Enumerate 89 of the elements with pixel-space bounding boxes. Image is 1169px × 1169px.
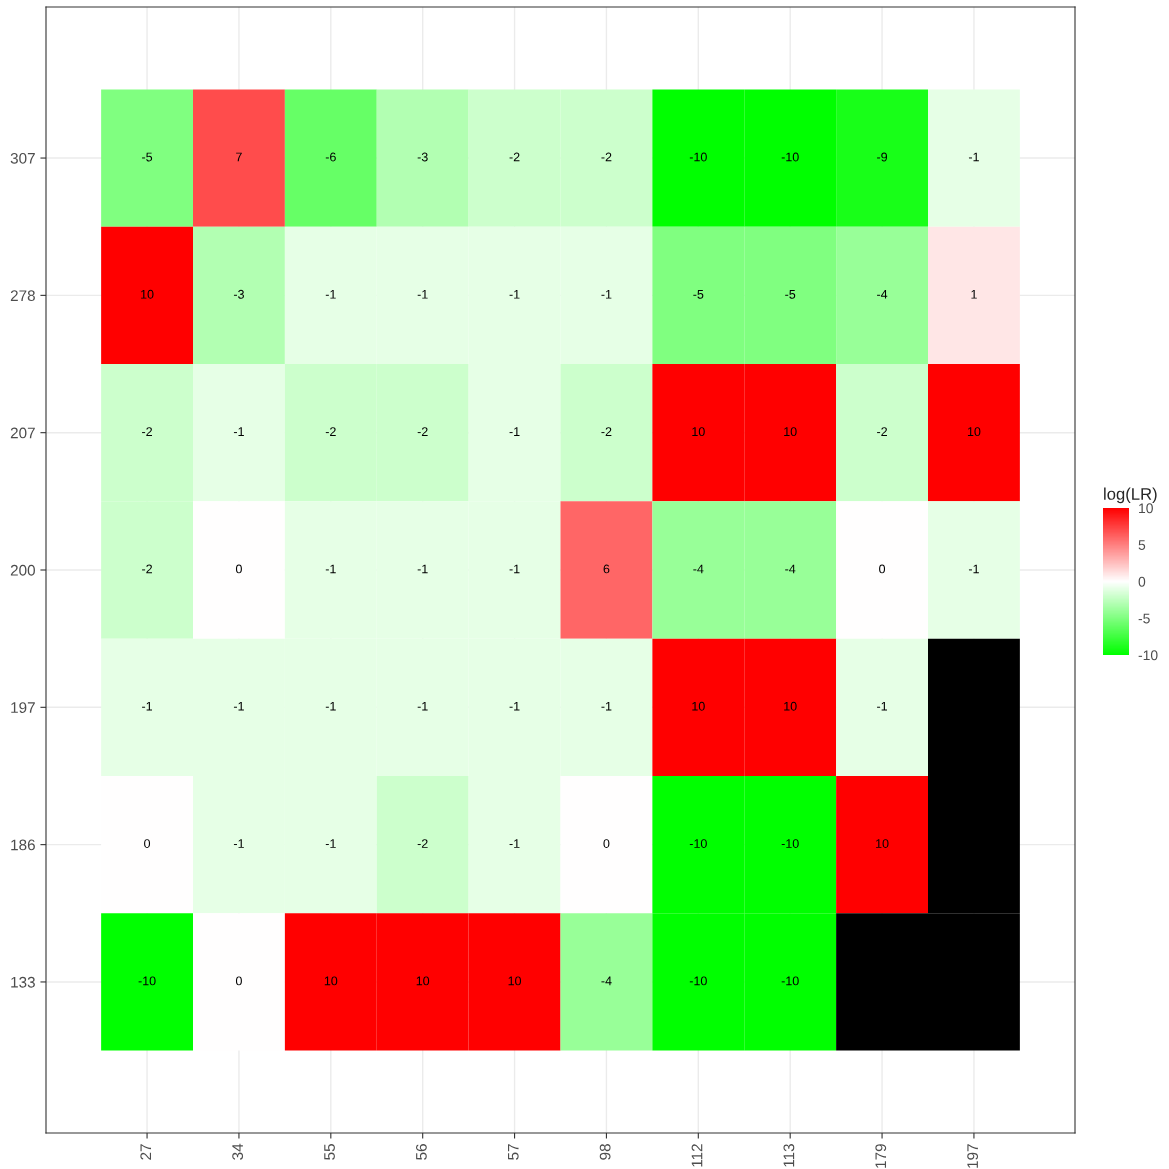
x-tick-label: 57 — [508, 1144, 519, 1160]
data-label: 0 — [144, 839, 151, 848]
data-label: -2 — [142, 427, 152, 436]
data-label: -5 — [142, 152, 153, 162]
y-tick-label: 278 — [10, 290, 35, 302]
y-tick-label: 197 — [11, 702, 35, 713]
data-label: -2 — [601, 152, 612, 162]
data-label: -10 — [689, 152, 707, 162]
data-label: 10 — [692, 701, 705, 711]
data-label: -10 — [781, 839, 799, 848]
data-label: -2 — [142, 564, 152, 574]
color-bar-title: log(LR) — [1104, 487, 1157, 504]
data-label: -1 — [601, 701, 612, 711]
data-label: -3 — [417, 152, 428, 162]
data-label: -1 — [325, 564, 336, 574]
data-label: -1 — [142, 701, 153, 711]
data-label: -1 — [968, 152, 979, 162]
color-bar-label: 0 — [1138, 576, 1146, 587]
data-label: -1 — [877, 701, 888, 711]
data-label: -10 — [689, 976, 707, 986]
data-label: -1 — [233, 839, 244, 848]
data-label: -1 — [601, 290, 612, 299]
data-label: -1 — [968, 564, 979, 574]
data-label: -3 — [233, 289, 244, 299]
data-label: 0 — [235, 564, 242, 574]
data-label: -1 — [325, 290, 336, 299]
data-label: 0 — [235, 976, 242, 986]
data-label: 7 — [236, 152, 242, 162]
data-label: 10 — [508, 976, 522, 986]
data-label: 10 — [324, 976, 338, 986]
data-label: -1 — [233, 701, 244, 711]
color-bar-label: -10 — [1138, 650, 1158, 661]
data-label: -10 — [689, 839, 707, 848]
data-label: -2 — [877, 427, 887, 436]
color-bar-label: -5 — [1138, 613, 1150, 624]
data-label: -10 — [781, 152, 799, 162]
data-label: 10 — [692, 427, 705, 437]
data-label: -1 — [233, 427, 244, 436]
data-label: -1 — [509, 564, 520, 574]
data-label: -1 — [509, 427, 520, 436]
data-label: -1 — [509, 701, 520, 711]
data-label: 10 — [141, 289, 154, 299]
y-tick-label: 207 — [10, 427, 35, 439]
data-label: 0 — [603, 839, 610, 848]
x-tick-label: 197 — [967, 1144, 979, 1168]
data-label: -1 — [509, 290, 520, 299]
data-label: -5 — [693, 290, 704, 299]
x-tick-label: 112 — [691, 1144, 703, 1167]
x-tick-label: 98 — [599, 1144, 611, 1160]
data-label: -4 — [601, 976, 612, 986]
data-label: -4 — [785, 564, 796, 574]
y-tick-label: 200 — [10, 564, 35, 576]
data-label: -5 — [785, 290, 796, 299]
data-label: -2 — [417, 427, 428, 436]
data-label: -2 — [509, 152, 520, 162]
color-bar-label: 10 — [1139, 503, 1153, 514]
x-tick-label: 27 — [140, 1144, 152, 1160]
data-label: -10 — [138, 976, 156, 986]
data-label: -10 — [781, 976, 799, 986]
data-label: 10 — [784, 701, 797, 711]
data-label: 6 — [603, 564, 610, 574]
color-bar-label: 5 — [1138, 540, 1146, 550]
data-label: -4 — [877, 290, 888, 299]
x-tick-label: 56 — [415, 1144, 427, 1160]
x-tick-label: 55 — [324, 1144, 335, 1160]
y-tick-label: 186 — [11, 839, 35, 851]
data-label: -6 — [325, 152, 336, 162]
data-label: -2 — [601, 427, 612, 436]
data-label: 10 — [876, 839, 889, 848]
data-label: -1 — [417, 701, 428, 711]
data-label: 1 — [971, 290, 977, 299]
data-label: 0 — [879, 564, 886, 574]
data-label: -1 — [417, 290, 428, 299]
x-tick-label: 179 — [875, 1144, 887, 1168]
data-label: 10 — [784, 427, 797, 437]
data-label: -9 — [877, 152, 888, 162]
data-label: -1 — [417, 564, 428, 574]
data-label: 10 — [416, 976, 430, 986]
data-label: -1 — [325, 839, 336, 848]
data-label: -2 — [417, 839, 428, 848]
x-tick-label: 113 — [783, 1144, 795, 1167]
data-label: -1 — [509, 839, 520, 848]
y-tick-label: 133 — [11, 976, 35, 988]
y-tick-label: 307 — [10, 152, 35, 164]
data-label: 10 — [967, 427, 981, 437]
data-label: -4 — [693, 564, 704, 574]
data-label: -1 — [325, 701, 336, 711]
x-tick-label: 34 — [232, 1143, 244, 1160]
data-label: -2 — [325, 427, 336, 436]
